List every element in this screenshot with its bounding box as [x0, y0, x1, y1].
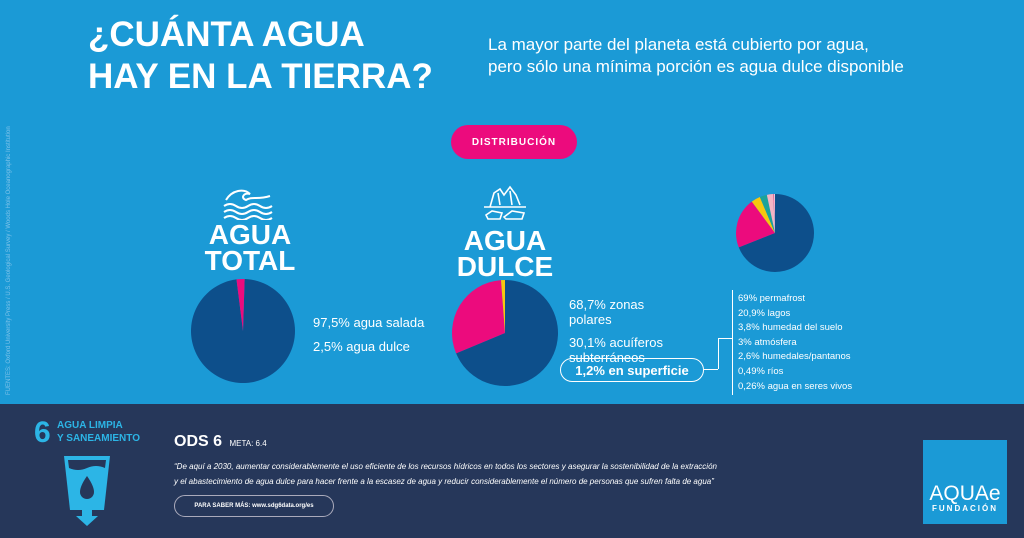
sdg-name-line: Y SANEAMIENTO [57, 433, 140, 444]
subtitle: La mayor parte del planeta está cubierto… [488, 34, 904, 78]
connector-line [718, 338, 732, 339]
distribution-button[interactable]: DISTRIBUCIÓN [451, 125, 577, 159]
agua-total-heading: AGUA TOTAL [190, 219, 310, 276]
heading-line: DULCE [456, 251, 554, 282]
pie-agua-superficie [736, 194, 814, 272]
heading-line: TOTAL [204, 245, 296, 276]
quote-line: “De aquí a 2030, aumentar considerableme… [174, 462, 717, 471]
pie-slice-humedales-pantanos [766, 194, 775, 233]
pie-slice-lagos [736, 201, 775, 248]
legend-label: 30,1% acuíferos subterráneos [569, 335, 663, 365]
pie-slice-en-superficie [501, 280, 505, 333]
surface-badge: 1,2% en superficie [560, 358, 704, 382]
quote-line: y el abastecimiento de agua dulce para h… [174, 477, 714, 486]
sdg-quote: “De aquí a 2030, aumentar considerableme… [174, 459, 717, 489]
breakdown-item: 0,49% ríos [738, 365, 784, 377]
footer: 6 AGUA LIMPIA Y SANEAMIENTO ODS 6 META: … [0, 404, 1024, 538]
surface-breakdown-list: 69% permafrost 20,9% lagos 3,8% humedad … [738, 292, 852, 394]
agua-dulce-heading: AGUA DULCE [445, 225, 565, 282]
ods-heading: ODS 6 META: 6.4 [174, 432, 267, 454]
pie-slice-zonas-polares [456, 280, 558, 386]
pie-agua-dulce [452, 280, 558, 386]
breakdown-item: 3% atmósfera [738, 336, 797, 348]
sdg-number: 6 [34, 416, 51, 449]
subtitle-line: pero sólo una mínima porción es agua dul… [488, 57, 904, 76]
breakdown-item: 20,9% lagos [738, 307, 791, 319]
breakdown-item: 69% permafrost [738, 293, 806, 304]
sdg-name-line: AGUA LIMPIA [57, 420, 123, 431]
logo-subtext: FUNDACIÓN [932, 504, 998, 513]
pie-agua-total [191, 279, 295, 383]
breakdown-item: 3,8% humedad del suelo [738, 322, 843, 334]
pie-slice-agua-dulce [236, 279, 245, 331]
sources-note: FUENTES: Oxford University Press / U.S. … [6, 126, 12, 395]
subtitle-line: La mayor parte del planeta está cubierto… [488, 35, 869, 54]
bracket-line [732, 290, 733, 395]
breakdown-item: 0,26% agua en seres vivos [738, 380, 853, 392]
dulce-legend: 68,7% zonas polares 30,1% acuíferos subt… [569, 297, 689, 365]
water-glass-icon [64, 456, 110, 526]
iceberg-icon [484, 185, 526, 220]
legend-label: 2,5% agua dulce [313, 339, 410, 354]
connector-line [718, 338, 719, 369]
legend-label: 97,5% agua salada [313, 315, 425, 330]
pie-slice-permafrost [738, 194, 814, 272]
meta-label: META: 6.4 [229, 439, 267, 448]
waves-icon [223, 189, 273, 220]
pie-slice-acu-feros-subterr-neos [452, 280, 505, 354]
connector-line [704, 369, 718, 370]
pie-slice-atm-sfera [759, 194, 775, 233]
title-line: HAY EN LA TIERRA? [88, 57, 433, 96]
heading-line: AGUA [463, 225, 547, 256]
total-legend: 97,5% agua salada 2,5% agua dulce [313, 311, 424, 359]
pie-slice-agua-salada [191, 279, 295, 383]
pie-slice-humedad-del-suelo [751, 197, 775, 233]
pie-slice-r-os [773, 194, 775, 233]
more-info-link[interactable]: PARA SABER MÁS: www.sdg6data.org/es [174, 495, 334, 517]
breakdown-item: 2,6% humedales/pantanos [738, 351, 851, 363]
title-line: ¿CUÁNTA AGUA [88, 15, 365, 54]
legend-label: 68,7% zonas polares [569, 297, 645, 327]
logo-text: AQUAe [929, 482, 1001, 505]
aquae-logo: AQUAe FUNDACIÓN [923, 440, 1007, 524]
pie-slice-agua-en-seres-vivos [774, 194, 775, 233]
sdg-name: AGUA LIMPIA Y SANEAMIENTO [57, 419, 140, 445]
heading-line: AGUA [208, 219, 292, 250]
ods-label: ODS 6 [174, 433, 223, 450]
page-title: ¿CUÁNTA AGUA HAY EN LA TIERRA? [88, 14, 468, 98]
